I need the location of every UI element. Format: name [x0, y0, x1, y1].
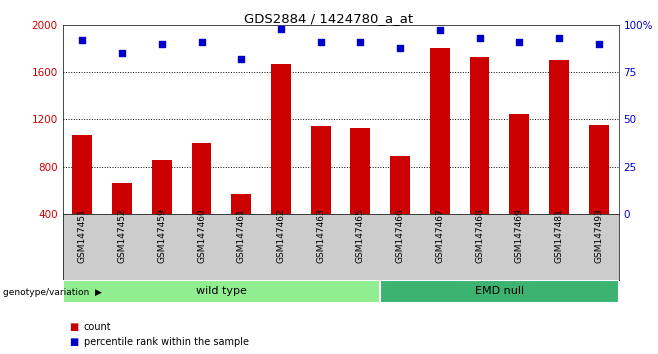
- Text: percentile rank within the sample: percentile rank within the sample: [84, 337, 249, 347]
- Point: [276, 26, 286, 32]
- Text: GDS2884 / 1424780_a_at: GDS2884 / 1424780_a_at: [244, 12, 414, 25]
- Bar: [380, 280, 619, 303]
- Point: [157, 41, 167, 46]
- Bar: [112, 183, 132, 214]
- Point: [395, 45, 405, 50]
- Point: [514, 39, 524, 45]
- Bar: [470, 57, 490, 214]
- Point: [474, 35, 485, 41]
- Bar: [191, 143, 211, 214]
- Text: ■: ■: [69, 322, 78, 332]
- Bar: [232, 194, 251, 214]
- Point: [434, 28, 445, 33]
- Text: wild type: wild type: [196, 286, 247, 296]
- Bar: [63, 280, 380, 303]
- Bar: [72, 135, 92, 214]
- Point: [117, 50, 128, 56]
- Text: count: count: [84, 322, 111, 332]
- Point: [77, 37, 88, 43]
- Bar: [311, 126, 330, 214]
- Bar: [549, 60, 569, 214]
- Point: [594, 41, 604, 46]
- Point: [315, 39, 326, 45]
- Bar: [152, 160, 172, 214]
- Bar: [271, 64, 291, 214]
- Point: [196, 39, 207, 45]
- Text: genotype/variation  ▶: genotype/variation ▶: [3, 287, 102, 297]
- Text: ■: ■: [69, 337, 78, 347]
- Point: [236, 56, 247, 62]
- Point: [355, 39, 366, 45]
- Text: EMD null: EMD null: [475, 286, 524, 296]
- Bar: [390, 156, 410, 214]
- Point: [553, 35, 564, 41]
- Bar: [430, 48, 449, 214]
- Bar: [351, 128, 370, 214]
- Bar: [509, 114, 529, 214]
- Bar: [589, 125, 609, 214]
